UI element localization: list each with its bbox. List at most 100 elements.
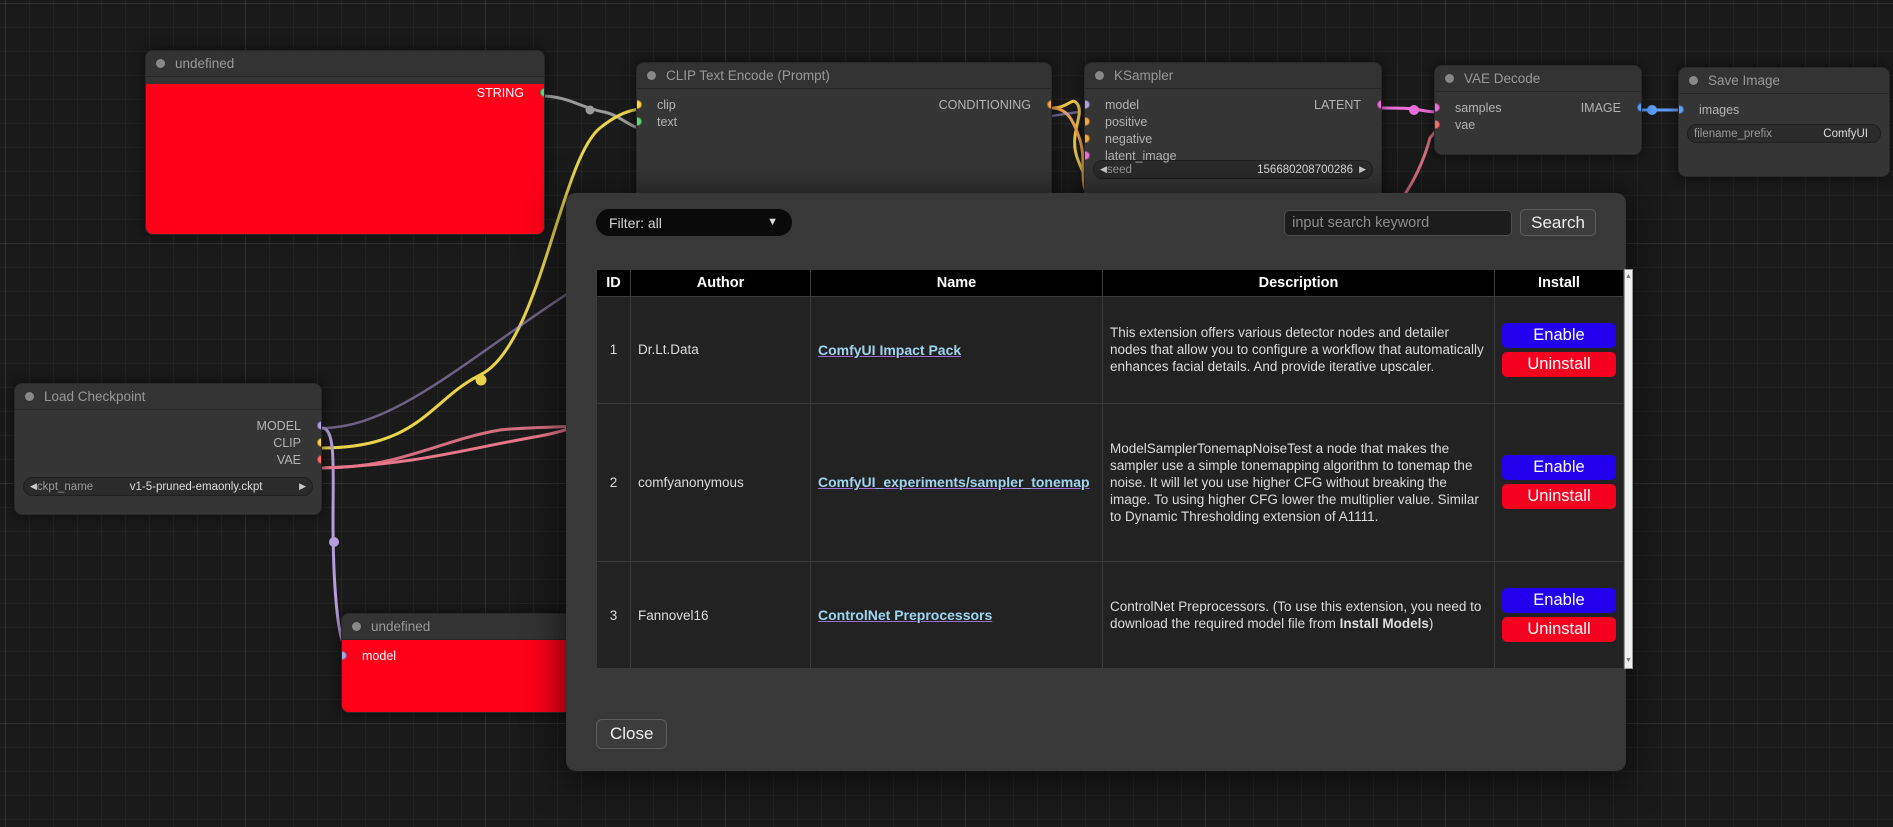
node-title-bar[interactable]: undefined [146, 51, 544, 77]
output-pin-icon[interactable] [316, 421, 321, 430]
node-output-label: IMAGE [1580, 100, 1621, 115]
node-undefined-string[interactable]: undefined STRING [145, 50, 545, 235]
node-input-slot-model[interactable]: model [1085, 96, 1381, 113]
node-output-slot[interactable]: STRING [146, 84, 544, 101]
node-output-slot-image[interactable]: IMAGE [1435, 99, 1641, 116]
node-input-label: vae [1455, 117, 1476, 132]
extension-link[interactable]: ComfyUI Impact Pack [818, 341, 962, 358]
cell-description: This extension offers various detector n… [1102, 296, 1495, 404]
collapse-dot-icon[interactable] [156, 59, 165, 68]
node-vae-decode[interactable]: VAE Decode samples vae IMAGE [1434, 65, 1642, 155]
scroll-up-arrow-icon[interactable]: ▲ [1625, 273, 1632, 280]
uninstall-button[interactable]: Uninstall [1502, 484, 1616, 510]
input-pin-icon[interactable] [637, 117, 642, 126]
input-pin-icon[interactable] [1085, 151, 1090, 160]
column-header-name: Name [810, 269, 1103, 297]
output-pin-icon[interactable] [316, 438, 321, 447]
input-pin-icon[interactable] [637, 100, 642, 109]
node-input-label: model [1105, 97, 1140, 112]
node-output-slot-conditioning[interactable]: CONDITIONING [637, 96, 1051, 113]
output-pin-icon[interactable] [316, 455, 321, 464]
cell-id: 2 [596, 402, 631, 563]
scroll-down-arrow-icon[interactable]: ▼ [1625, 657, 1632, 664]
collapse-dot-icon[interactable] [647, 71, 656, 80]
node-save-image[interactable]: Save Image images filename_prefix ComfyU… [1678, 67, 1890, 177]
collapse-dot-icon[interactable] [1689, 76, 1698, 85]
extension-link[interactable]: ControlNet Preprocessors [818, 607, 993, 624]
extension-link[interactable]: ComfyUI_experiments/sampler_tonemap [818, 474, 1090, 491]
widget-value: 156680208700286 [1257, 163, 1354, 176]
input-pin-icon[interactable] [1085, 134, 1090, 143]
node-title-bar[interactable]: Save Image [1679, 68, 1889, 94]
node-title-bar[interactable]: CLIP Text Encode (Prompt) [637, 63, 1051, 89]
decrement-arrow-icon[interactable]: ◀ [30, 481, 37, 491]
node-input-slot-text[interactable]: text [637, 113, 1051, 130]
node-output-slot-latent[interactable]: LATENT [1085, 96, 1381, 113]
node-title-text: Save Image [1708, 73, 1781, 88]
input-pin-icon[interactable] [1085, 117, 1090, 126]
increment-arrow-icon[interactable]: ▶ [1359, 164, 1366, 174]
search-button[interactable]: Search [1520, 209, 1596, 236]
output-pin-icon[interactable] [1376, 100, 1381, 109]
input-pin-icon[interactable] [1085, 100, 1090, 109]
extension-table: ID Author Name Description Install 1 Dr.L… [596, 269, 1624, 669]
input-pin-icon[interactable] [1679, 105, 1684, 114]
node-input-label: clip [657, 97, 676, 112]
node-title-text: CLIP Text Encode (Prompt) [666, 68, 830, 83]
node-input-slot-positive[interactable]: positive [1085, 113, 1381, 130]
node-output-slot-vae[interactable]: VAE [15, 451, 321, 468]
search-input[interactable] [1284, 209, 1513, 236]
node-input-slot-latent-image[interactable]: latent_image [1085, 147, 1381, 164]
node-output-slot-clip[interactable]: CLIP [15, 434, 321, 451]
enable-button[interactable]: Enable [1502, 455, 1616, 481]
node-title-bar[interactable]: VAE Decode [1435, 66, 1641, 92]
cell-name: ComfyUI Impact Pack [810, 296, 1103, 404]
output-pin-icon[interactable] [1046, 100, 1051, 109]
node-undefined-model[interactable]: undefined model [341, 613, 571, 713]
node-output-label: VAE [276, 452, 301, 467]
decrement-arrow-icon[interactable]: ◀ [1100, 164, 1107, 174]
cell-name: ComfyUI_experiments/sampler_tonemap [810, 402, 1103, 563]
widget-name: filename_prefix [1694, 127, 1772, 140]
input-pin-icon[interactable] [1435, 120, 1440, 129]
node-title-text: undefined [175, 56, 235, 71]
uninstall-button[interactable]: Uninstall [1502, 351, 1616, 377]
uninstall-button[interactable]: Uninstall [1502, 617, 1616, 643]
widget-name: seed [1106, 163, 1132, 176]
node-body: MODEL CLIP VAE ◀ ckpt_name v1-5-pruned-e… [15, 410, 321, 514]
node-title-bar[interactable]: Load Checkpoint [15, 384, 321, 410]
close-button[interactable]: Close [596, 719, 668, 749]
column-header-author: Author [630, 269, 811, 297]
increment-arrow-icon[interactable]: ▶ [299, 481, 306, 491]
enable-button[interactable]: Enable [1502, 588, 1616, 614]
node-output-slot-model[interactable]: MODEL [15, 417, 321, 434]
input-pin-icon[interactable] [342, 651, 347, 660]
node-input-slot-clip[interactable]: clip [637, 96, 1051, 113]
filter-select[interactable]: Filter: allFilter: installedFilter: not-… [596, 209, 792, 236]
node-input-slot-samples[interactable]: samples [1435, 99, 1641, 116]
node-input-slot-model[interactable]: model [342, 647, 570, 664]
collapse-dot-icon[interactable] [352, 622, 361, 631]
table-vertical-scrollbar[interactable]: ▲ ▼ [1624, 269, 1633, 669]
node-input-slot-images[interactable]: images [1679, 101, 1889, 118]
output-pin-icon[interactable] [539, 88, 544, 97]
cell-install: Enable Uninstall [1494, 296, 1624, 404]
node-load-checkpoint[interactable]: Load Checkpoint MODEL CLIP VAE ◀ ckpt_na… [14, 383, 322, 515]
collapse-dot-icon[interactable] [25, 392, 34, 401]
enable-button[interactable]: Enable [1502, 322, 1616, 348]
input-pin-icon[interactable] [1435, 103, 1440, 112]
node-title-text: VAE Decode [1464, 71, 1541, 86]
cell-description: ControlNet Preprocessors. (To use this e… [1102, 561, 1495, 669]
collapse-dot-icon[interactable] [1095, 71, 1104, 80]
node-title-text: KSampler [1114, 68, 1174, 83]
widget-ckpt-name[interactable]: ◀ ckpt_name v1-5-pruned-emaonly.ckpt ▶ [23, 477, 313, 496]
widget-seed[interactable]: ◀ seed 156680208700286 ▶ [1093, 160, 1373, 179]
node-title-bar[interactable]: KSampler [1085, 63, 1381, 89]
output-pin-icon[interactable] [1636, 103, 1641, 112]
node-input-slot-vae[interactable]: vae [1435, 116, 1641, 133]
collapse-dot-icon[interactable] [1445, 74, 1454, 83]
cell-name: ControlNet Preprocessors [810, 561, 1103, 669]
node-input-slot-negative[interactable]: negative [1085, 130, 1381, 147]
widget-filename-prefix[interactable]: filename_prefix ComfyUI [1687, 124, 1881, 143]
node-title-bar[interactable]: undefined [342, 614, 570, 640]
